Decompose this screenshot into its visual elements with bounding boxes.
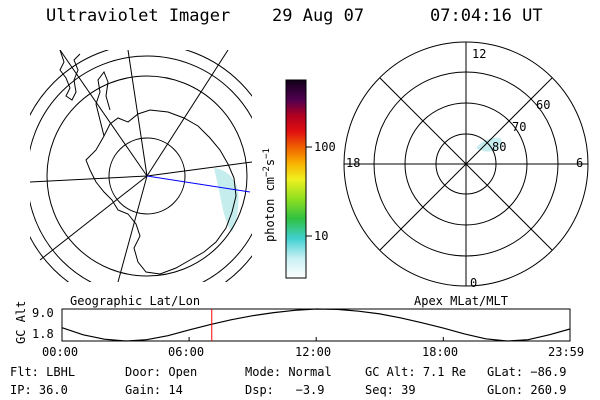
- orbit-y-tick-bottom: 1.8: [32, 327, 54, 341]
- status-gc-alt: GC Alt: 7.1 Re: [365, 365, 467, 379]
- orbit-chart-frame: [61, 308, 571, 342]
- magnetic-map-label: Apex MLat/MLT: [414, 294, 508, 308]
- meridian-5: [39, 175, 148, 261]
- status-glat: GLat: −86.9: [487, 365, 567, 379]
- meridian-6: [117, 175, 148, 282]
- mlat-label-60: 60: [536, 98, 551, 112]
- orbit-y-axis-label: GC Alt: [14, 300, 28, 344]
- orbit-x-tick-label-4: 23:59: [548, 345, 585, 359]
- meridian-4: [146, 161, 252, 177]
- status-door: Door: Open: [125, 365, 198, 379]
- orbit-y-tick-top: 9.0: [32, 306, 54, 320]
- orbit-x-tick-label-3: 18:00: [422, 345, 459, 359]
- orbit-altitude-line: [61, 308, 571, 342]
- date-label: 29 Aug 07: [272, 6, 365, 26]
- colorbar-tick-label-100: 100: [314, 140, 336, 154]
- orbit-x-tick-label-1: 06:00: [168, 345, 205, 359]
- antarctica-coast: [85, 109, 237, 275]
- lat-circle-mid: [46, 75, 248, 277]
- mlt-label-12: 12: [472, 47, 487, 61]
- instrument-title: Ultraviolet Imager: [46, 6, 231, 26]
- lat-circle-inner: [108, 137, 186, 215]
- status-ip: IP: 36.0: [10, 383, 68, 397]
- aurora-glow-left: [214, 168, 239, 232]
- status-gain: Gain: 14: [125, 383, 183, 397]
- orbit-x-tick-label-0: 00:00: [42, 345, 79, 359]
- meridian-1: [59, 50, 148, 177]
- colorbar-gradient: [285, 79, 307, 279]
- lat-circle-outer: [30, 55, 252, 282]
- status-mode: Mode: Normal: [245, 365, 332, 379]
- peninsula-coast: [95, 70, 111, 137]
- status-glon: GLon: 260.9: [487, 383, 567, 397]
- status-seq: Seq: 39: [365, 383, 416, 397]
- mlt-line-diag-2: [379, 77, 553, 251]
- mlat-label-80: 80: [492, 140, 507, 154]
- mlt-label-0: 0: [470, 276, 478, 290]
- status-filter: Flt: LBHL: [10, 365, 76, 379]
- orbit-x-tick-label-2: 12:00: [295, 345, 332, 359]
- mlt-label-18: 18: [346, 156, 361, 170]
- meridian-7: [30, 175, 148, 183]
- mlt-label-6: 6: [576, 156, 584, 170]
- south-america-coast: [59, 50, 81, 101]
- time-label: 07:04:16 UT: [430, 6, 543, 26]
- orbit-x-ticks: [61, 337, 444, 341]
- geographic-map-label: Geographic Lat/Lon: [70, 294, 201, 308]
- colorbar-tick-label-10: 10: [314, 229, 329, 243]
- mlat-label-70: 70: [512, 120, 527, 134]
- status-dsp: Dsp: −3.9: [245, 383, 325, 397]
- meridian-3: [146, 50, 229, 177]
- meridian-2: [127, 50, 148, 177]
- local-meridian-line: [146, 175, 251, 193]
